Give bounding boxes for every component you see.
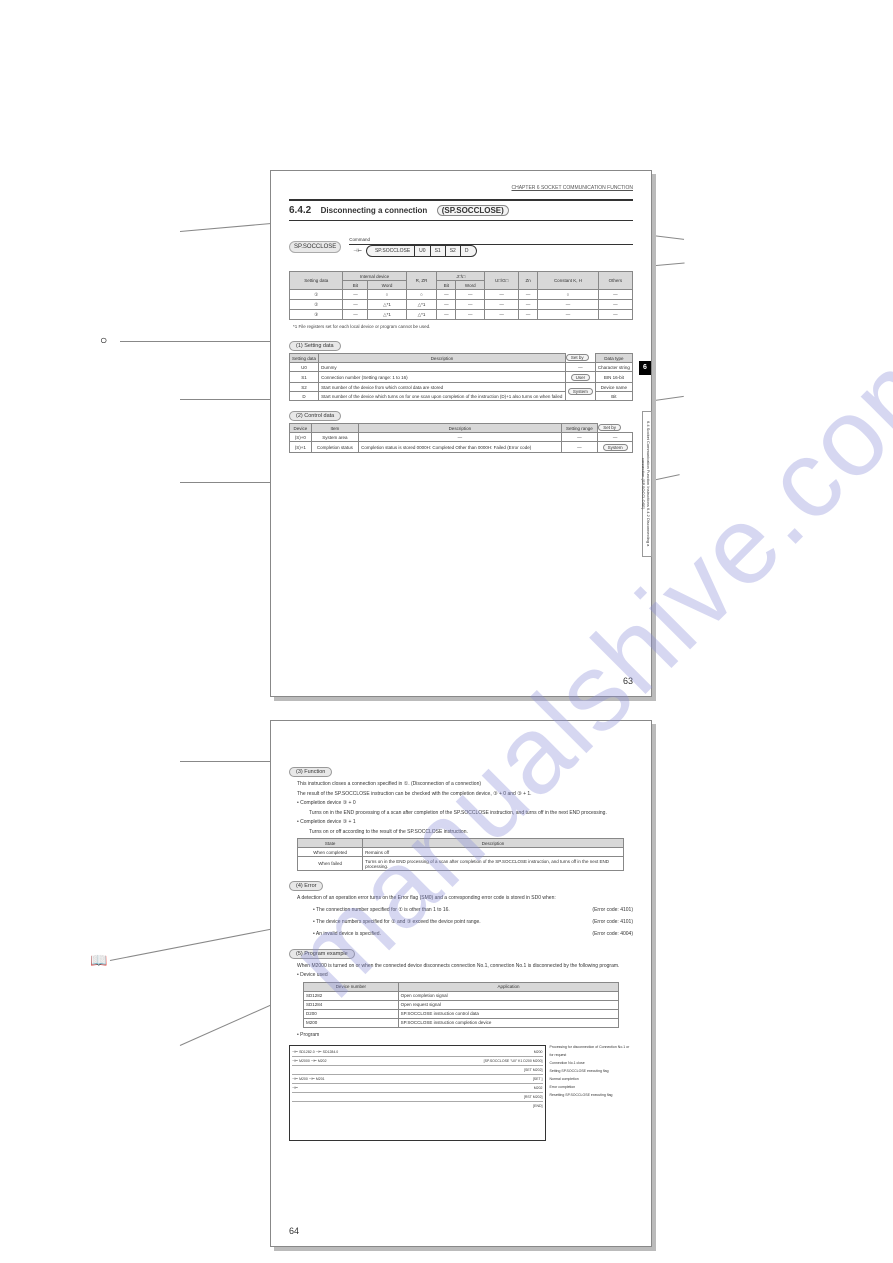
th: Constant K, H bbox=[538, 272, 599, 290]
th: R, ZR bbox=[406, 272, 437, 290]
ladder-notes: Processing for disconnection of Connecti… bbox=[550, 1041, 634, 1141]
vertical-tab: 6.4 Socket Communication Function Instru… bbox=[642, 411, 652, 557]
marker-circle: ○ bbox=[100, 333, 107, 347]
page-number: 64 bbox=[289, 1226, 299, 1236]
section-instruction: (SP.SOCCLOSE) bbox=[437, 205, 509, 216]
cmd-cell: SP.SOCCLOSE bbox=[371, 246, 415, 256]
command-box: SP.SOCCLOSE U0 S1 S2 D bbox=[366, 245, 477, 257]
footnote: *1 File registers set for each local dev… bbox=[293, 324, 633, 329]
manual-page-63: CHAPTER 6 SOCKET COMMUNICATION FUNCTION … bbox=[270, 170, 652, 697]
section-heading: 6.4.2 Disconnecting a connection (SP.SOC… bbox=[289, 199, 633, 221]
program-label: • Program bbox=[297, 1032, 633, 1040]
th: J□\□ bbox=[437, 272, 485, 281]
th: Word bbox=[456, 281, 485, 290]
setting-data-table: Setting dataDescriptionSet byData type U… bbox=[289, 353, 633, 401]
error-item: • An invalid device is specified. bbox=[313, 931, 381, 937]
instruction-name: SP.SOCCLOSE bbox=[289, 241, 341, 253]
comp-dev-0: • Completion device ③ + 0 bbox=[303, 800, 633, 808]
device-applicability-table: Setting data Internal device R, ZR J□\□ … bbox=[289, 271, 633, 320]
leader-4 bbox=[120, 341, 295, 342]
cmd-cell: D bbox=[461, 246, 473, 256]
cmd-cell: S1 bbox=[431, 246, 446, 256]
th: Word bbox=[368, 281, 406, 290]
cmd-cell: U0 bbox=[415, 246, 430, 256]
device-used-label: • Device used bbox=[297, 972, 633, 980]
function-label: (3) Function bbox=[289, 767, 332, 777]
th: Others bbox=[598, 272, 632, 290]
section-number: 6.4.2 bbox=[289, 205, 311, 216]
th: Setting data bbox=[290, 272, 343, 290]
leader-10 bbox=[110, 924, 295, 961]
error-label: (4) Error bbox=[289, 881, 323, 891]
function-body: This instruction closes a connection spe… bbox=[297, 781, 633, 789]
error-code: (Error code: 4101) bbox=[592, 907, 633, 913]
device-used-table: Device numberApplication SD1282Open comp… bbox=[303, 982, 619, 1028]
setting-data-label: (1) Setting data bbox=[289, 341, 341, 351]
instruction-row: SP.SOCCLOSE Command ⊣⊢ SP.SOCCLOSE U0 S1… bbox=[289, 237, 633, 257]
error-intro: A detection of an operation error turns … bbox=[297, 895, 633, 903]
error-item: • The device numbers specified for ② and… bbox=[313, 919, 481, 925]
state-table: StateDescription When completedRemains o… bbox=[297, 838, 624, 871]
control-data-label: (2) Control data bbox=[289, 411, 341, 421]
th: Zn bbox=[519, 272, 538, 290]
th: Internal device bbox=[343, 272, 406, 281]
command-label: Command bbox=[349, 237, 633, 242]
marker-book: 📖 bbox=[90, 952, 107, 969]
comp-dev-1: • Completion device ③ + 1 bbox=[303, 819, 633, 827]
error-code: (Error code: 4101) bbox=[592, 919, 633, 925]
page-number: 63 bbox=[623, 676, 633, 686]
cmd-cell: S2 bbox=[446, 246, 461, 256]
error-code: (Error code: 4004) bbox=[592, 931, 633, 937]
ladder-diagram: ⊣⊢ SD1282.0 ⊣⊢ SD1284.0M200 ⊣⊢ M2000 ⊣⊢ … bbox=[289, 1045, 546, 1141]
th: Bit bbox=[343, 281, 368, 290]
th: U□\G□ bbox=[485, 272, 519, 290]
comp-dev-1-text: Turns on or off according to the result … bbox=[309, 829, 633, 837]
control-data-table: DeviceItemDescriptionSetting rangeSet by… bbox=[289, 423, 633, 453]
error-item: • The connection number specified for ① … bbox=[313, 907, 450, 913]
section-title: Disconnecting a connection bbox=[321, 206, 428, 215]
manual-page-64: (3) Function This instruction closes a c… bbox=[270, 720, 652, 1247]
program-example-label: (5) Program example bbox=[289, 949, 355, 959]
program-intro: When M2000 is turned on or when the conn… bbox=[297, 963, 633, 971]
function-result: The result of the SP.SOCCLOSE instructio… bbox=[297, 791, 633, 799]
comp-dev-0-text: Turns on in the END processing of a scan… bbox=[309, 810, 633, 818]
th: Bit bbox=[437, 281, 456, 290]
chapter-tab: 6 bbox=[639, 361, 651, 375]
chapter-header: CHAPTER 6 SOCKET COMMUNICATION FUNCTION bbox=[289, 185, 633, 191]
